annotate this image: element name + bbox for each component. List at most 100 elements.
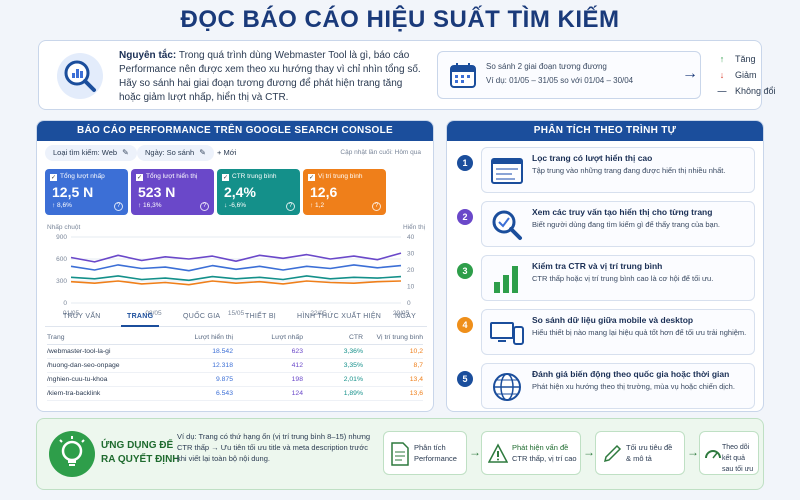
x-tick-label: 08/05 bbox=[145, 310, 162, 317]
devices-icon bbox=[490, 316, 524, 350]
metric-clicks[interactable]: ✓ Tổng lượt nhấp 12,5 N ↑ 8,6% ? bbox=[45, 169, 128, 215]
cell-ctr: 3,35% bbox=[343, 362, 363, 369]
table-header: Trang Lượt hiển thị Lượt nhấp CTR Vị trí… bbox=[47, 331, 423, 345]
cell-clicks: 412 bbox=[291, 362, 303, 369]
performance-chart: Nhấp chuột Hiển thị 0 300 600 900 0 10 20 30 40 01/… bbox=[41, 219, 429, 323]
flow-line: Phát hiện vấn đề bbox=[512, 443, 569, 452]
flow-line: & mô tả bbox=[626, 454, 652, 463]
pencil-icon: ✎ bbox=[122, 148, 129, 157]
table-body: /webmaster-tool-la-gi 18.542 623 3,36% 10,2/… bbox=[47, 345, 423, 401]
table-row[interactable]: /webmaster-tool-la-gi 18.542 623 3,36% 10,2 bbox=[47, 345, 423, 359]
decision-example: Ví dụ: Trang có thứ hạng ổn (vị trí trun… bbox=[177, 432, 371, 463]
checkbox-icon[interactable]: ✓ bbox=[308, 174, 315, 181]
x-tick-label: 29/05 bbox=[393, 310, 410, 317]
active-tab-indicator bbox=[121, 325, 159, 327]
y2-tick-label: 40 bbox=[407, 234, 415, 241]
tab-search-appearance[interactable]: HÌNH THỨC XUẤT HIỆN bbox=[297, 313, 382, 320]
search-type-filter[interactable]: Loại tìm kiếm: Web ✎ bbox=[45, 145, 137, 161]
cell-impressions: 12.318 bbox=[212, 362, 233, 369]
checkbox-icon[interactable]: ✓ bbox=[136, 174, 143, 181]
legend-label: Giảm bbox=[735, 70, 757, 80]
cell-page[interactable]: /nghien-cuu-tu-khoa bbox=[47, 376, 108, 383]
help-icon[interactable]: ? bbox=[286, 202, 295, 211]
magnifier-icon bbox=[490, 208, 524, 242]
series-line-1 bbox=[70, 252, 402, 263]
date-filter[interactable]: Ngày: So sánh ✎ bbox=[137, 145, 214, 161]
cell-page[interactable]: /webmaster-tool-la-gi bbox=[47, 348, 111, 355]
metric-value: 12,5 N bbox=[52, 184, 94, 200]
cell-page[interactable]: /kiem-tra-backlink bbox=[47, 390, 101, 397]
help-icon[interactable]: ? bbox=[200, 202, 209, 211]
principle-label: Nguyên tắc: bbox=[119, 50, 177, 61]
step-desc: Hiểu thiết bị nào mang lại hiệu quả tốt … bbox=[532, 328, 747, 337]
x-tick-label: 15/05 bbox=[228, 310, 245, 317]
tab-dates[interactable]: NGÀY bbox=[395, 313, 417, 320]
globe-icon bbox=[490, 370, 524, 404]
metric-impressions[interactable]: ✓ Tổng lượt hiển thị 523 N ↑ 16,3% ? bbox=[131, 169, 214, 215]
compare-box: So sánh 2 giai đoạn tương đương Ví dụ: 0… bbox=[437, 51, 701, 99]
tab-queries[interactable]: TRUY VẤN bbox=[63, 313, 101, 320]
webpage-icon bbox=[490, 154, 524, 188]
last-updated: Cập nhật lần cuối: Hôm qua bbox=[340, 149, 421, 156]
step-number: 3 bbox=[457, 263, 473, 279]
cell-position: 13,4 bbox=[409, 376, 423, 383]
step-5: 5 Đánh giá biến động theo quốc gia hoặc … bbox=[457, 363, 757, 411]
step-title: Kiểm tra CTR và vị trí trung bình bbox=[532, 261, 663, 271]
help-icon[interactable]: ? bbox=[372, 202, 381, 211]
metric-label: Vị trí trung bình bbox=[318, 173, 363, 180]
table-row[interactable]: /huong-dan-seo-onpage 12.318 412 3,35% 8,7 bbox=[47, 359, 423, 373]
cell-page[interactable]: /huong-dan-seo-onpage bbox=[47, 362, 120, 369]
step-4: 4 So sánh dữ liệu giữa mobile và desktop… bbox=[457, 309, 757, 357]
metric-delta: ↑ 16,3% bbox=[138, 202, 162, 209]
step-number: 5 bbox=[457, 371, 473, 387]
filter-bar: Loại tìm kiếm: Web ✎ Ngày: So sánh ✎ + Mới… bbox=[45, 145, 425, 163]
arrow-right-icon: → bbox=[583, 445, 595, 459]
y-tick-label: 900 bbox=[56, 234, 67, 241]
table-row[interactable]: /kiem-tra-backlink 6.543 124 1,89% 13,6 bbox=[47, 387, 423, 401]
col-header-impressions[interactable]: Lượt hiển thị bbox=[194, 334, 233, 341]
cell-clicks: 124 bbox=[291, 390, 303, 397]
y-tick-label: 0 bbox=[63, 300, 67, 307]
help-icon[interactable]: ? bbox=[114, 202, 123, 211]
step-title: Lọc trang có lượt hiển thị cao bbox=[532, 153, 653, 163]
legend-item-down: ↓ Giảm bbox=[715, 67, 795, 83]
metric-delta: ↑ 1,2 bbox=[310, 202, 325, 209]
cell-impressions: 6.543 bbox=[215, 390, 233, 397]
checkbox-icon[interactable]: ✓ bbox=[50, 174, 57, 181]
flow-step-analyze: Phân tích Performance bbox=[383, 431, 467, 475]
cell-position: 10,2 bbox=[409, 348, 423, 355]
checkbox-icon[interactable]: ✓ bbox=[222, 174, 229, 181]
col-header-clicks[interactable]: Lượt nhấp bbox=[271, 334, 303, 341]
cell-position: 13,6 bbox=[409, 390, 423, 397]
add-filter-button[interactable]: + Mới bbox=[217, 148, 237, 157]
flow-step-monitor: Theo dõi kết quả sau tối ưu bbox=[699, 431, 759, 475]
series-line-4 bbox=[70, 280, 402, 286]
principle-text: Trong quá trình dùng Webmaster Tool là g… bbox=[119, 50, 421, 103]
page-title: ĐỌC BÁO CÁO HIỆU SUẤT TÌM KIẾM bbox=[180, 6, 620, 33]
dash-icon: — bbox=[717, 86, 727, 96]
flow-line: Phân tích bbox=[414, 443, 446, 452]
metric-position[interactable]: ✓ Vị trí trung bình 12,6 ↑ 1,2 ? bbox=[303, 169, 386, 215]
tab-devices[interactable]: THIẾT BỊ bbox=[245, 313, 277, 320]
cell-ctr: 1,89% bbox=[343, 390, 363, 397]
flow-line: sau tối ưu bbox=[722, 466, 754, 473]
series-line-3 bbox=[70, 275, 402, 282]
flow-step-detect: Phát hiện vấn đề CTR thấp, vị trí cao bbox=[481, 431, 581, 475]
arrow-right-icon: → bbox=[682, 65, 698, 82]
cell-position: 8,7 bbox=[413, 362, 423, 369]
col-header-page[interactable]: Trang bbox=[47, 334, 65, 341]
col-header-ctr[interactable]: CTR bbox=[349, 334, 363, 341]
filter-label: Ngày: So sánh bbox=[145, 148, 195, 157]
tab-countries[interactable]: QUỐC GIA bbox=[183, 313, 221, 320]
table-row[interactable]: /nghien-cuu-tu-khoa 9.875 198 2,01% 13,4 bbox=[47, 373, 423, 387]
calendar-icon bbox=[448, 60, 478, 90]
analysis-panel: PHÂN TÍCH THEO TRÌNH TỰ 1 Lọc trang có l… bbox=[446, 120, 764, 412]
col-header-position[interactable]: Vị trí trung bình bbox=[376, 334, 423, 341]
legend-item-up: ↑ Tăng bbox=[715, 51, 795, 67]
tab-pages[interactable]: TRANG bbox=[127, 313, 154, 320]
metric-value: 12,6 bbox=[310, 184, 338, 200]
decision-title: ỨNG DỤNG ĐỂ RA QUYẾT ĐỊNH bbox=[101, 439, 191, 467]
metric-ctr[interactable]: ✓ CTR trung bình 2,4% ↓ -6,6% ? bbox=[217, 169, 300, 215]
metric-value: 2,4% bbox=[224, 184, 256, 200]
warning-icon bbox=[487, 442, 509, 466]
